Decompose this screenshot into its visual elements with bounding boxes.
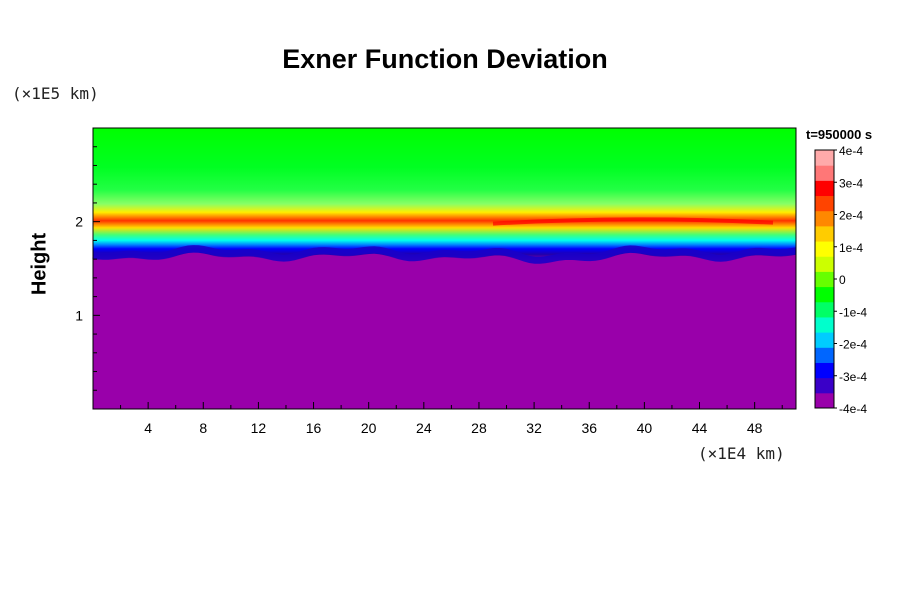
x-tick-label-28: 28 xyxy=(471,420,487,436)
x-tick-label-8: 8 xyxy=(199,420,207,436)
colorbar-swatch xyxy=(815,150,834,166)
chart-title: Exner Function Deviation xyxy=(282,44,608,74)
colorbar-swatch xyxy=(815,362,834,379)
blue-band xyxy=(92,245,797,264)
colorbar-swatch xyxy=(815,316,834,333)
y-unit-label: (×1E5 km) xyxy=(12,84,99,103)
colorbar-tick-label: 2e-4 xyxy=(839,209,863,223)
y-tick-label-2: 2 xyxy=(75,214,83,230)
colorbar-tick-label: 3e-4 xyxy=(839,176,863,190)
colorbar-swatch xyxy=(815,210,834,227)
colorbar-tick-label: -1e-4 xyxy=(839,305,867,319)
colorbar-swatch xyxy=(815,241,834,257)
colorbar-swatch xyxy=(815,377,834,394)
colorbar-tick-label: 0 xyxy=(839,273,846,287)
x-tick-label-44: 44 xyxy=(692,420,708,436)
x-tick-label-20: 20 xyxy=(361,420,377,436)
red-streak xyxy=(492,217,774,226)
colorbar-tick-label: -3e-4 xyxy=(839,370,867,384)
x-tick-label-48: 48 xyxy=(747,420,763,436)
purple-region xyxy=(93,252,796,409)
x-unit-label: (×1E4 km) xyxy=(698,444,785,463)
colorbar-swatch xyxy=(815,332,834,348)
colorbar-swatch xyxy=(815,180,834,197)
colorbar-swatch xyxy=(815,271,834,288)
colorbar-swatch xyxy=(815,286,834,303)
x-tick-label-40: 40 xyxy=(637,420,653,436)
colorbar-tick-label: 1e-4 xyxy=(839,241,863,255)
x-tick-label-32: 32 xyxy=(526,420,542,436)
x-tick-label-12: 12 xyxy=(251,420,267,436)
x-tick-label-4: 4 xyxy=(144,420,152,436)
colorbar-swatch xyxy=(815,195,834,212)
colorbar-swatch xyxy=(815,225,834,242)
x-tick-label-24: 24 xyxy=(416,420,432,436)
y-tick-label-1: 1 xyxy=(75,307,83,323)
colorbar-swatch xyxy=(815,347,834,363)
colorbar-swatch xyxy=(815,301,834,318)
x-tick-label-16: 16 xyxy=(306,420,322,436)
x-tick-label-36: 36 xyxy=(581,420,597,436)
colorbar-swatch xyxy=(815,256,834,272)
colorbar-swatch xyxy=(815,165,834,181)
colorbar-tick-label: -4e-4 xyxy=(839,402,867,416)
time-label: t=950000 s xyxy=(806,127,873,142)
colorbar-swatch xyxy=(815,392,834,409)
colorbar-tick-label: 4e-4 xyxy=(839,144,863,158)
colorbar: 4e-4 3e-4 2e-4 1e-4 0 -1e-4 -2e-4 -3e-4 -4e-4 xyxy=(814,144,867,416)
colorbar-tick-label: -2e-4 xyxy=(839,338,867,352)
plot-frame xyxy=(92,127,797,410)
